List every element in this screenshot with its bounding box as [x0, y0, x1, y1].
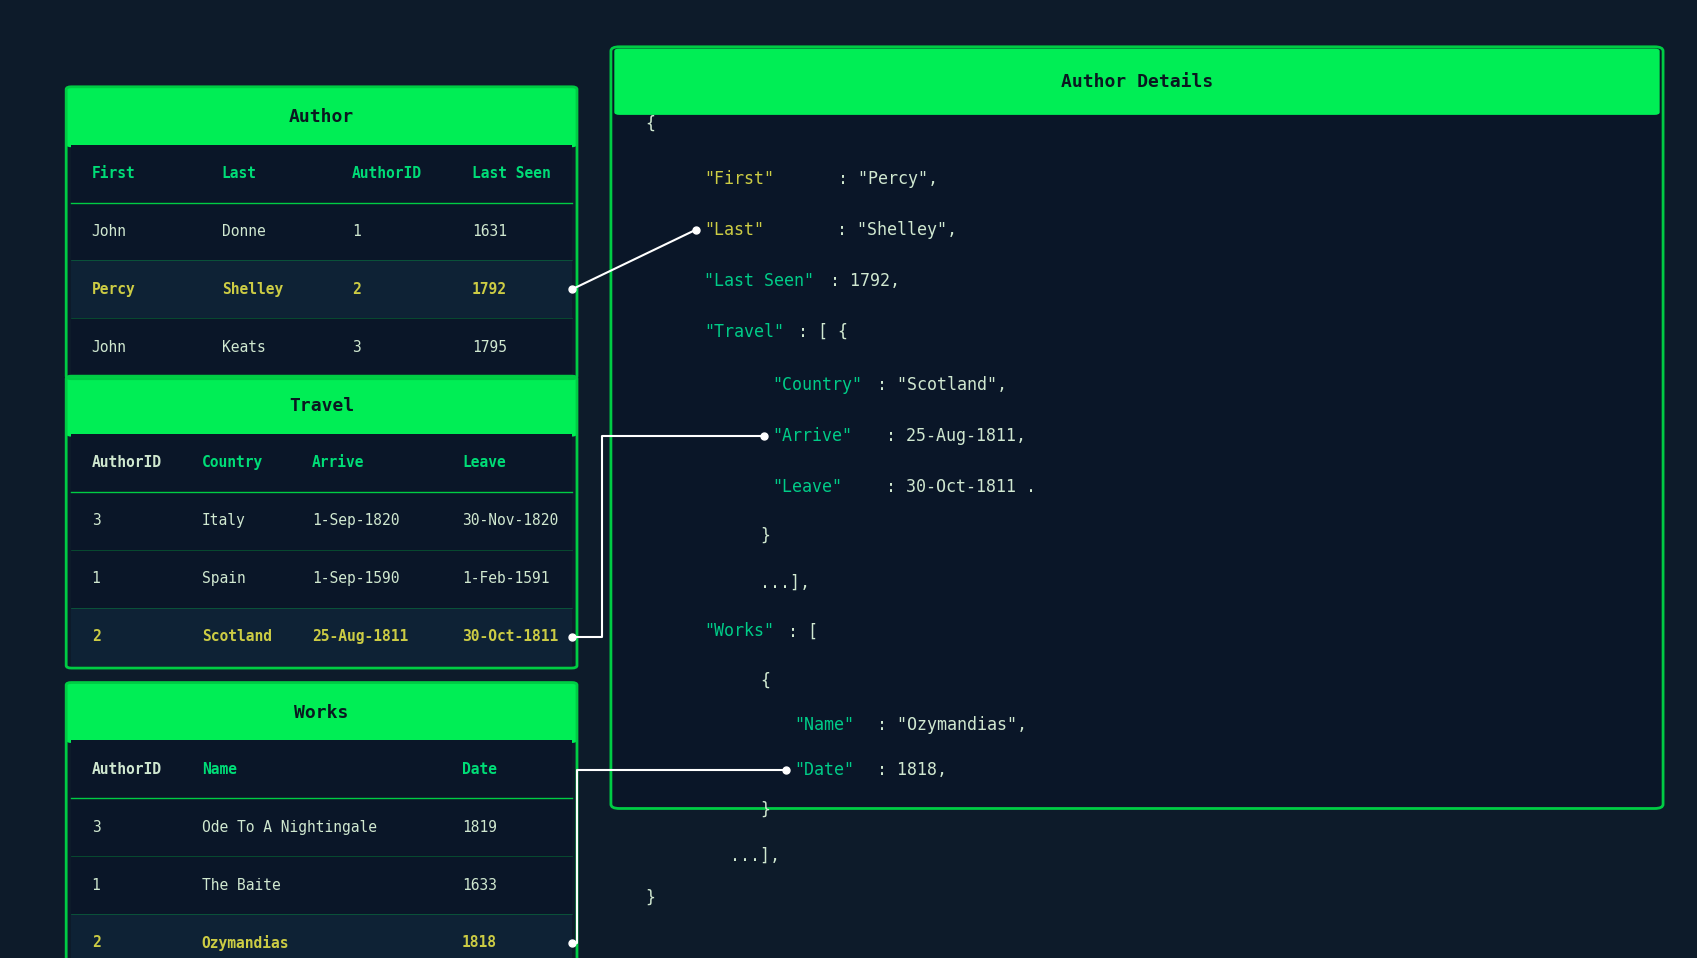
Text: {: { — [760, 672, 770, 690]
Text: }: } — [760, 801, 770, 819]
Text: "Date": "Date" — [794, 762, 854, 779]
Text: : "Scotland",: : "Scotland", — [867, 376, 1006, 394]
Text: 1-Feb-1591: 1-Feb-1591 — [462, 571, 550, 586]
Text: {: { — [645, 114, 655, 132]
Bar — [71, 145, 572, 376]
Text: : "Shelley",: : "Shelley", — [767, 220, 957, 239]
Text: : 25-Aug-1811,: : 25-Aug-1811, — [857, 426, 1027, 445]
Text: 3: 3 — [92, 513, 100, 528]
Text: AuthorID: AuthorID — [92, 762, 161, 777]
Bar — [71, 741, 572, 958]
FancyBboxPatch shape — [614, 49, 1660, 115]
Text: Author: Author — [288, 108, 355, 126]
Text: Ode To A Nightingale: Ode To A Nightingale — [202, 820, 377, 834]
Text: : [: : [ — [777, 623, 818, 641]
Text: Donne: Donne — [222, 224, 265, 239]
Text: Scotland: Scotland — [202, 629, 272, 644]
FancyBboxPatch shape — [611, 47, 1663, 809]
Text: "Last": "Last" — [704, 220, 764, 239]
Text: Shelley: Shelley — [222, 282, 283, 297]
Text: ...],: ...], — [760, 574, 809, 592]
Text: 2: 2 — [92, 935, 100, 950]
Text: : 1818,: : 1818, — [857, 762, 947, 779]
Text: Ozymandias: Ozymandias — [202, 935, 288, 951]
Text: "Works": "Works" — [704, 623, 774, 641]
FancyBboxPatch shape — [66, 87, 577, 148]
Text: 3: 3 — [351, 340, 361, 354]
Text: Percy: Percy — [92, 282, 136, 297]
Text: Italy: Italy — [202, 513, 246, 528]
Text: "Leave": "Leave" — [772, 478, 842, 496]
Text: "Travel": "Travel" — [704, 323, 784, 341]
Text: : "Percy",: : "Percy", — [777, 170, 938, 188]
Text: AuthorID: AuthorID — [92, 455, 161, 470]
Text: : "Ozymandias",: : "Ozymandias", — [857, 716, 1027, 734]
Text: 30-Nov-1820: 30-Nov-1820 — [462, 513, 558, 528]
Text: 1633: 1633 — [462, 878, 497, 893]
Bar — [71, 607, 572, 666]
Text: Arrive: Arrive — [312, 455, 365, 470]
Text: "First": "First" — [704, 170, 774, 188]
Text: Last: Last — [222, 166, 256, 181]
Text: 30-Oct-1811: 30-Oct-1811 — [462, 629, 558, 644]
Text: Date: Date — [462, 762, 497, 777]
Text: 1: 1 — [92, 571, 100, 586]
Text: John: John — [92, 224, 127, 239]
Bar — [71, 914, 572, 958]
Text: Author Details: Author Details — [1061, 73, 1213, 91]
Text: : 1792,: : 1792, — [820, 272, 899, 290]
Text: Last Seen: Last Seen — [472, 166, 552, 181]
Text: Country: Country — [202, 455, 263, 470]
Text: : 30-Oct-1811 .: : 30-Oct-1811 . — [845, 478, 1035, 496]
Text: The Baite: The Baite — [202, 878, 280, 893]
Text: }: } — [645, 889, 655, 907]
Text: "Name": "Name" — [794, 716, 854, 734]
Bar — [71, 261, 572, 318]
Bar — [71, 434, 572, 666]
Text: "Last Seen": "Last Seen" — [704, 272, 815, 290]
Text: Leave: Leave — [462, 455, 506, 470]
Text: 1819: 1819 — [462, 820, 497, 834]
Text: 1792: 1792 — [472, 282, 507, 297]
Text: 1818: 1818 — [462, 935, 497, 950]
Text: AuthorID: AuthorID — [351, 166, 423, 181]
Text: "Country": "Country" — [772, 376, 862, 394]
Text: 1: 1 — [351, 224, 361, 239]
Text: Keats: Keats — [222, 340, 265, 354]
Text: John: John — [92, 340, 127, 354]
FancyBboxPatch shape — [66, 682, 577, 743]
Text: ...],: ...], — [730, 846, 779, 864]
Text: }: } — [760, 527, 770, 545]
Text: 1-Sep-1590: 1-Sep-1590 — [312, 571, 399, 586]
Text: 1795: 1795 — [472, 340, 507, 354]
Text: "Arrive": "Arrive" — [772, 426, 852, 445]
Text: : [ {: : [ { — [789, 323, 848, 341]
FancyBboxPatch shape — [66, 376, 577, 437]
Text: Name: Name — [202, 762, 238, 777]
Text: 25-Aug-1811: 25-Aug-1811 — [312, 629, 409, 644]
Text: 2: 2 — [351, 282, 361, 297]
Text: 3: 3 — [92, 820, 100, 834]
Text: Works: Works — [294, 704, 350, 721]
Text: Spain: Spain — [202, 571, 246, 586]
Text: 1: 1 — [92, 878, 100, 893]
Text: 2: 2 — [92, 629, 100, 644]
Text: 1631: 1631 — [472, 224, 507, 239]
Text: First: First — [92, 166, 136, 181]
Text: 1-Sep-1820: 1-Sep-1820 — [312, 513, 399, 528]
Text: Travel: Travel — [288, 398, 355, 416]
